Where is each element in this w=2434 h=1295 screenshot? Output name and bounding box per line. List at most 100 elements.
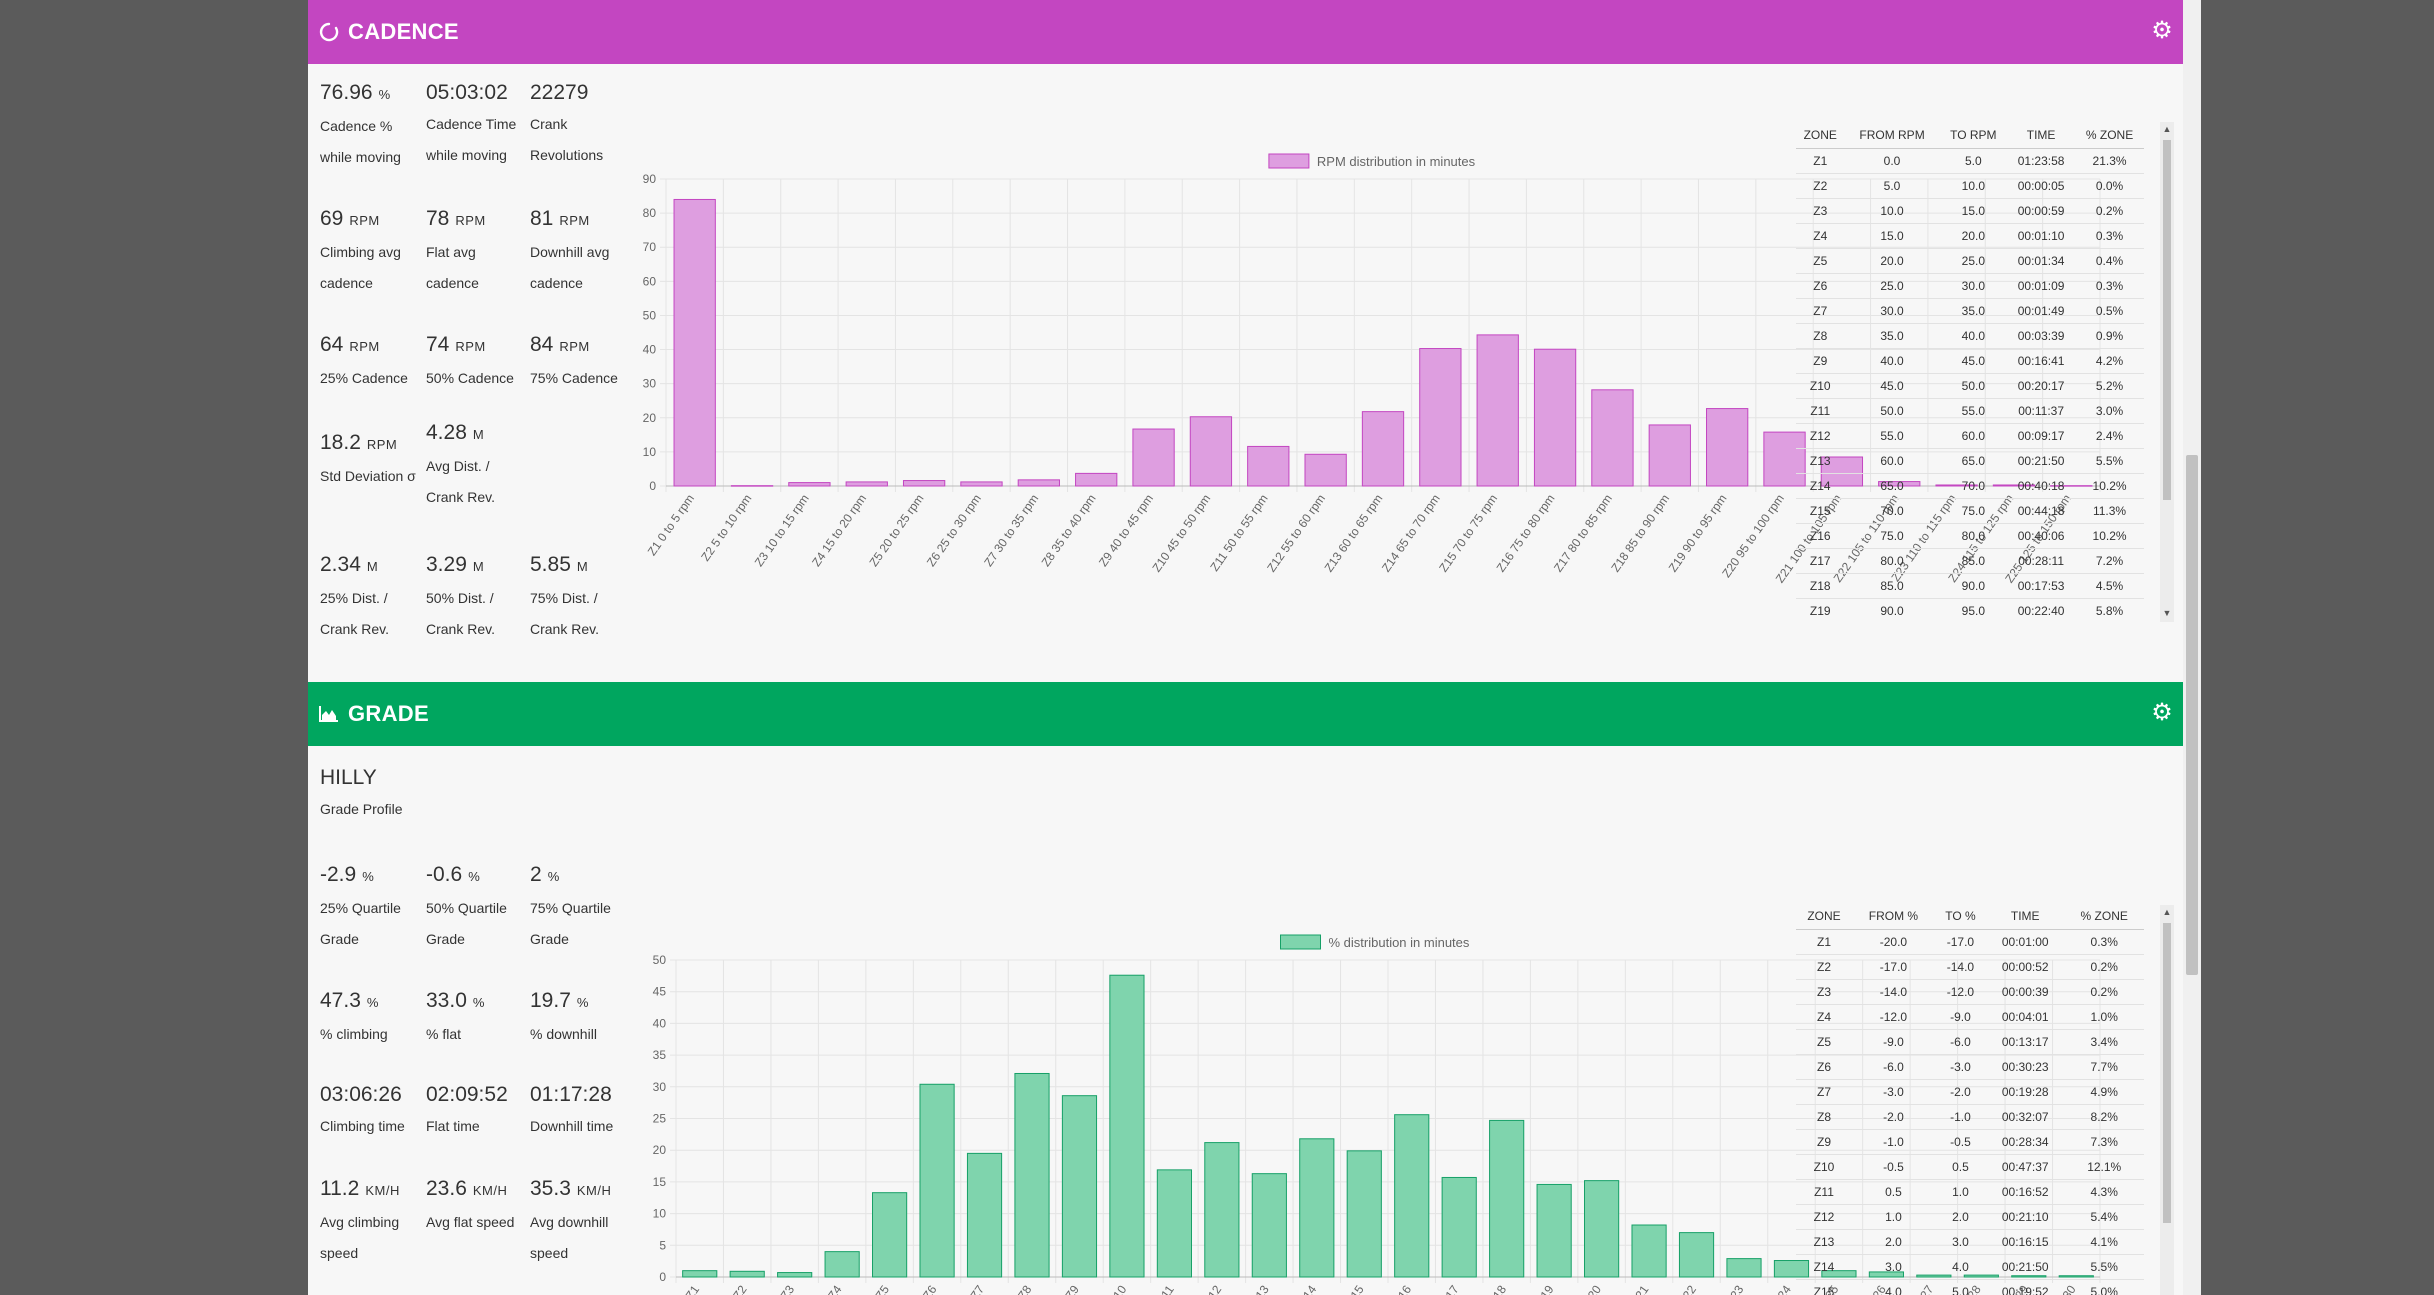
- y-tick-label: 60: [643, 274, 657, 288]
- scroll-down-arrow-icon[interactable]: ▼: [2162, 608, 2172, 618]
- column-header: TIME: [2007, 122, 2076, 149]
- bar: [1419, 348, 1462, 487]
- table-cell: 00:19:28: [1986, 1079, 2065, 1105]
- table-cell: 0.0: [1844, 148, 1940, 174]
- table-cell: 5.5%: [2064, 1254, 2144, 1280]
- x-tick-label: Z14 65 to 70 rpm: [1379, 492, 1443, 575]
- table-cell: 20.0: [1844, 248, 1940, 274]
- scroll-thumb[interactable]: [2163, 923, 2171, 1223]
- stat-unit: RPM: [559, 339, 590, 354]
- stat-label: 75% Dist. / Crank Rev.: [530, 590, 599, 637]
- table-row: Z9 40.0 45.0 00:16:41 4.2%: [1796, 348, 2144, 374]
- table-cell: 95.0: [1939, 598, 2008, 622]
- grade-settings-gear-icon[interactable]: ⚙: [2151, 699, 2173, 726]
- table-cell: 10.0: [1939, 173, 2008, 199]
- bar: [1584, 1180, 1620, 1278]
- area-chart-icon: [318, 703, 340, 725]
- table-cell: 40.0: [1939, 323, 2008, 349]
- stat-unit: %: [468, 869, 481, 884]
- table-cell: Z4: [1796, 1004, 1852, 1030]
- stat-value-number: 19.7: [530, 989, 571, 1012]
- stat-label: % downhill: [530, 1026, 597, 1042]
- table-cell: 70.0: [1844, 498, 1940, 524]
- y-tick-label: 30: [653, 1080, 667, 1094]
- legend-label: % distribution in minutes: [1329, 935, 1470, 950]
- stat-value: 81 RPM: [530, 206, 609, 234]
- x-tick-label: Z9: [1062, 1282, 1082, 1295]
- bar: [1061, 1095, 1098, 1278]
- table-header-row: ZONE FROM RPM TO RPM TIME% ZONE: [1796, 122, 2144, 149]
- stat-label: Downhill avg cadence: [530, 244, 610, 291]
- table-cell: -3.0: [1852, 1079, 1935, 1105]
- table-cell: 5.8%: [2075, 598, 2144, 622]
- stat-unit: M: [472, 559, 485, 574]
- table-cell: 50.0: [1844, 398, 1940, 424]
- y-tick-label: 20: [653, 1143, 667, 1157]
- table-cell: 10.2%: [2075, 523, 2144, 549]
- table-cell: Z17: [1796, 548, 1845, 574]
- cadence-title: CADENCE: [348, 19, 459, 44]
- table-cell: 15.0: [1939, 198, 2008, 224]
- scroll-up-arrow-icon[interactable]: ▲: [2162, 124, 2172, 134]
- table-cell: 00:40:18: [2007, 473, 2076, 499]
- cadence-table-scrollbar[interactable]: ▲ ▼: [2160, 122, 2174, 622]
- table-cell: -0.5: [1934, 1129, 1986, 1155]
- x-tick-label: Z10 45 to 50 rpm: [1149, 492, 1213, 575]
- table-cell: 7.3%: [2064, 1129, 2144, 1155]
- table-cell: 00:16:15: [1986, 1229, 2065, 1255]
- table-cell: Z15: [1796, 1279, 1852, 1295]
- stat-item: 5.85 M 75% Dist. / Crank Rev.: [530, 552, 599, 645]
- table-cell: 0.2%: [2075, 198, 2144, 224]
- page-scroll-thumb[interactable]: [2186, 455, 2198, 975]
- table-cell: 5.0: [1844, 173, 1940, 199]
- table-row: Z6 25.0 30.0 00:01:09 0.3%: [1796, 273, 2144, 299]
- scroll-thumb[interactable]: [2163, 140, 2171, 500]
- page-scrollbar[interactable]: [2183, 0, 2201, 1295]
- column-header: ZONE: [1796, 903, 1852, 930]
- bar: [919, 1083, 955, 1278]
- table-row: Z12 1.0 2.0 00:21:10 5.4%: [1796, 1204, 2144, 1230]
- table-cell: 00:44:18: [2007, 498, 2076, 524]
- table-cell: -12.0: [1934, 979, 1986, 1005]
- stat-value-number: 81: [530, 207, 554, 230]
- table-cell: 00:09:17: [2007, 423, 2076, 449]
- table-cell: -1.0: [1852, 1129, 1935, 1155]
- stat-item: 69 RPM Climbing avg cadence: [320, 206, 401, 299]
- x-tick-label: Z21: [1628, 1282, 1652, 1295]
- y-tick-label: 70: [643, 240, 657, 254]
- grade-profile-stat: HILLY Grade Profile: [320, 765, 402, 825]
- x-tick-label: Z11: [1154, 1282, 1177, 1295]
- table-cell: 00:47:37: [1986, 1154, 2065, 1180]
- stat-value: 47.3%: [320, 988, 388, 1016]
- table-row: Z16 75.0 80.0 00:40:06 10.2%: [1796, 523, 2144, 549]
- stat-value-number: 05:03:02: [426, 81, 508, 104]
- x-tick-label: Z20 95 to 100 rpm: [1719, 492, 1787, 580]
- stat-unit: M: [472, 427, 485, 442]
- table-cell: 12.1%: [2064, 1154, 2144, 1180]
- x-tick-label: Z6 25 to 30 rpm: [924, 492, 984, 569]
- grade-table-scrollbar[interactable]: ▲: [2160, 905, 2174, 1295]
- cadence-settings-gear-icon[interactable]: ⚙: [2151, 17, 2173, 44]
- bar: [1678, 1232, 1715, 1278]
- table-row: Z13 60.0 65.0 00:21:50 5.5%: [1796, 448, 2144, 474]
- stat-item: 19.7% % downhill: [530, 988, 597, 1050]
- table-cell: 00:01:09: [2007, 273, 2076, 299]
- table-cell: 0.2%: [2064, 954, 2144, 980]
- stat-value-number: 2.34: [320, 553, 361, 576]
- table-cell: 60.0: [1939, 423, 2008, 449]
- stat-value: 23.6 KM/H: [426, 1176, 514, 1204]
- grade-zone-table: ZONE FROM % TO % TIME% ZONE Z1 -20.0 -17.0 00:0…: [1796, 903, 2144, 1295]
- table-cell: Z15: [1796, 498, 1845, 524]
- x-tick-label: Z3 10 to 15 rpm: [752, 492, 812, 569]
- table-row: Z11 0.5 1.0 00:16:52 4.3%: [1796, 1179, 2144, 1205]
- stat-item: 03:06:26 Climbing time: [320, 1082, 405, 1142]
- stat-item: 74 RPM 50% Cadence: [426, 332, 514, 394]
- stat-unit: RPM: [559, 213, 590, 228]
- table-cell: 00:00:59: [2007, 198, 2076, 224]
- stat-item: 84 RPM 75% Cadence: [530, 332, 618, 394]
- table-cell: 00:28:34: [1986, 1129, 2065, 1155]
- scroll-up-arrow-icon[interactable]: ▲: [2162, 907, 2172, 917]
- table-cell: -9.0: [1934, 1004, 1986, 1030]
- table-cell: 00:17:53: [2007, 573, 2076, 599]
- table-cell: Z3: [1796, 979, 1852, 1005]
